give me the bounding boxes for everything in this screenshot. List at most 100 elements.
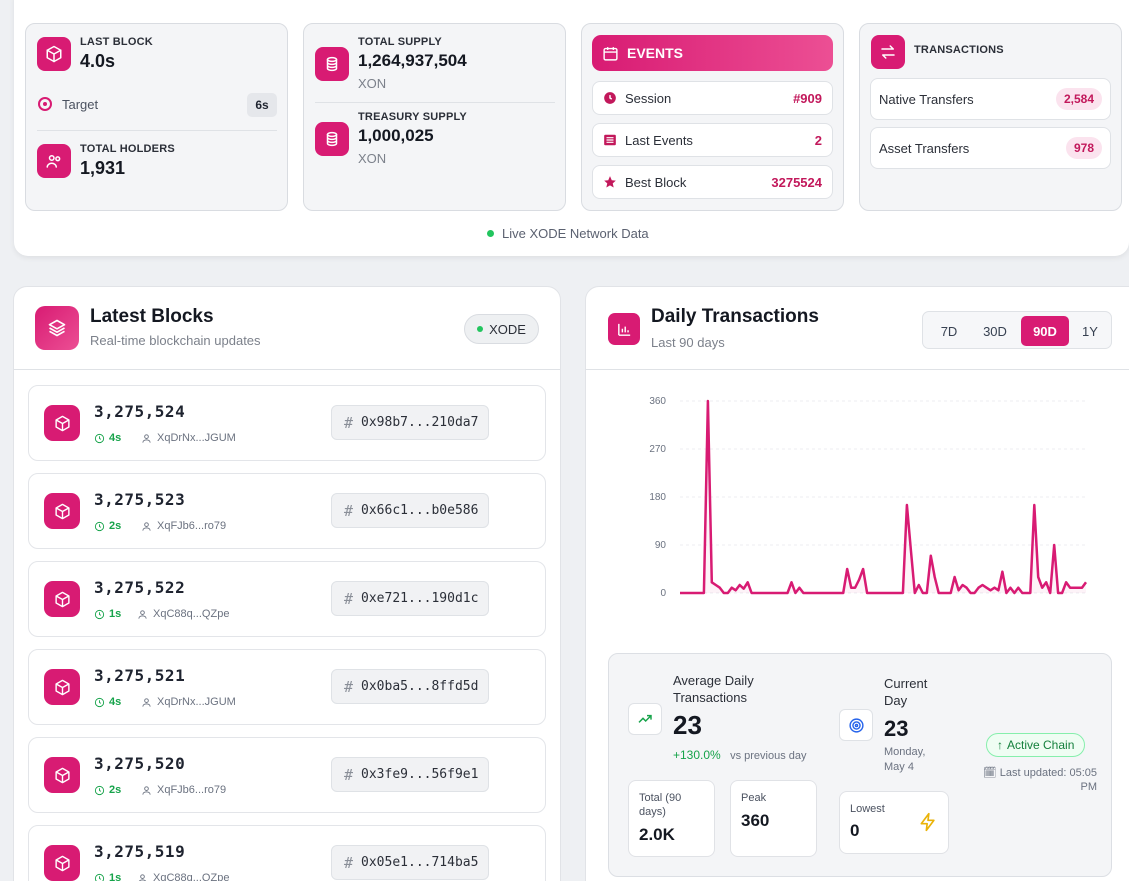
hash-icon: # [344, 413, 354, 432]
user-icon [141, 521, 152, 532]
clock-icon [94, 521, 105, 532]
live-status-text: Live XODE Network Data [502, 226, 649, 241]
block-row[interactable]: 3,275,519 1s XqC88q...QZpe #0x05e1...714ba5 [28, 825, 546, 881]
daily-title: Daily Transactions [651, 306, 819, 327]
block-number[interactable]: 3,275,524 [94, 402, 186, 421]
last-events-value: 2 [814, 132, 822, 148]
range-7d-button[interactable]: 7D [940, 323, 958, 339]
peak-stat: Peak 360 [730, 780, 817, 857]
range-1y-button[interactable]: 1Y [1082, 323, 1098, 339]
star-icon [604, 176, 616, 188]
block-age-text: 1s [109, 608, 122, 620]
block-hash[interactable]: #0x98b7...210da7 [331, 405, 489, 440]
lowest-value: 0 [850, 821, 860, 840]
blocks-title: Latest Blocks [90, 306, 214, 327]
chart-header-icon [608, 313, 640, 345]
peak-value: 360 [741, 811, 770, 830]
divider [14, 369, 560, 370]
total-stat: Total (90 days) 2.0K [628, 780, 715, 857]
user-icon [137, 609, 148, 620]
session-label: Session [625, 90, 672, 106]
block-hash-text: 0xe721...190d1c [361, 591, 479, 606]
block-number[interactable]: 3,275,521 [94, 666, 186, 685]
clock-icon [94, 785, 105, 796]
block-row[interactable]: 3,275,523 2s XqFJb6...ro79 #0x66c1...b0e586 [28, 473, 546, 549]
total-label: Total (90 days) [639, 792, 682, 818]
current-day-label: Current Day [884, 676, 928, 708]
clock-icon [94, 433, 105, 444]
network-badge[interactable]: XODE [464, 314, 539, 344]
block-hash[interactable]: #0x66c1...b0e586 [331, 493, 489, 528]
range-selector: 7D 30D 90D 1Y [922, 311, 1112, 349]
block-author-text: XqC88q...QZpe [153, 608, 230, 620]
avg-change: +130.0% vs previous day [673, 748, 807, 762]
range-90d-button[interactable]: 90D [1021, 316, 1069, 346]
block-author-text: XqFJb6...ro79 [157, 520, 227, 532]
hash-icon: # [344, 501, 354, 520]
last-events-label: Last Events [625, 132, 693, 148]
cube-icon [44, 845, 80, 881]
user-icon [141, 433, 152, 444]
list-icon [604, 134, 616, 146]
range-30d-button[interactable]: 30D [983, 323, 1007, 339]
live-status: Live XODE Network Data [487, 226, 649, 241]
block-hash[interactable]: #0xe721...190d1c [331, 581, 489, 616]
block-row[interactable]: 3,275,524 4s XqDrNx...JGUM #0x98b7...210da7 [28, 385, 546, 461]
block-age-text: 2s [109, 784, 122, 796]
active-chain-badge: ↑ Active Chain [986, 733, 1086, 757]
lowest-label: Lowest [850, 803, 885, 815]
blocks-header-icon [35, 306, 79, 350]
block-row[interactable]: 3,275,522 1s XqC88q...QZpe #0xe721...190d1c [28, 561, 546, 637]
block-author[interactable]: XqDrNx...JGUM [141, 432, 236, 444]
user-icon [141, 697, 152, 708]
current-day-value: 23 [884, 716, 909, 741]
coins-icon [315, 47, 349, 81]
best-block-label: Best Block [625, 174, 687, 190]
block-author-text: XqDrNx...JGUM [157, 696, 236, 708]
layers-icon [48, 319, 66, 337]
series-line [680, 399, 1088, 595]
block-number[interactable]: 3,275,522 [94, 578, 186, 597]
holders-label: TOTAL HOLDERS [80, 143, 175, 155]
events-row-last-events: Last Events 2 [592, 123, 833, 157]
clock-icon [94, 609, 105, 620]
cube-icon [44, 405, 80, 441]
daily-transactions-chart: 0 90 180 270 360 [649, 396, 1088, 599]
user-icon [137, 873, 148, 881]
block-number[interactable]: 3,275,520 [94, 754, 186, 773]
block-age: 1s [94, 608, 121, 620]
swap-icon [871, 35, 905, 69]
block-hash[interactable]: #0x3fe9...56f9e1 [331, 757, 489, 792]
block-number[interactable]: 3,275,519 [94, 842, 186, 861]
block-row[interactable]: 3,275,521 4s XqDrNx...JGUM #0x0ba5...8ffd5d [28, 649, 546, 725]
block-hash[interactable]: #0x0ba5...8ffd5d [331, 669, 489, 704]
lightning-icon [920, 812, 935, 832]
native-transfers-value: 2,584 [1055, 88, 1102, 110]
block-hash[interactable]: #0x05e1...714ba5 [331, 845, 489, 880]
block-age-text: 1s [109, 872, 122, 881]
network-badge-label: XODE [489, 321, 526, 337]
bar-chart-icon [617, 323, 630, 336]
block-number[interactable]: 3,275,523 [94, 490, 186, 509]
block-author[interactable]: XqDrNx...JGUM [141, 696, 236, 708]
block-age: 1s [94, 872, 121, 881]
block-author[interactable]: XqFJb6...ro79 [141, 784, 226, 796]
block-author[interactable]: XqC88q...QZpe [137, 872, 229, 881]
clock-icon [94, 873, 105, 881]
calendar-icon [603, 46, 618, 61]
cube-icon [44, 669, 80, 705]
last-block-card: LAST BLOCK 4.0s Target 6s TOTAL HOLDERS … [25, 23, 288, 211]
treasury-supply-label: TREASURY SUPPLY [358, 111, 467, 123]
network-stats-panel: LAST BLOCK 4.0s Target 6s TOTAL HOLDERS … [14, 0, 1129, 256]
block-row[interactable]: 3,275,520 2s XqFJb6...ro79 #0x3fe9...56f9e1 [28, 737, 546, 813]
events-row-session: Session #909 [592, 81, 833, 115]
lowest-stat: Lowest 0 [839, 791, 949, 854]
block-author[interactable]: XqC88q...QZpe [137, 608, 229, 620]
hash-icon: # [344, 765, 354, 784]
cube-icon [37, 37, 71, 71]
block-author[interactable]: XqFJb6...ro79 [141, 520, 226, 532]
session-value: #909 [793, 90, 822, 106]
events-card: EVENTS Session #909 Last Events 2 Best B… [581, 23, 844, 211]
asset-transfers-label: Asset Transfers [879, 140, 970, 156]
native-transfers-row: Native Transfers 2,584 [870, 78, 1111, 120]
